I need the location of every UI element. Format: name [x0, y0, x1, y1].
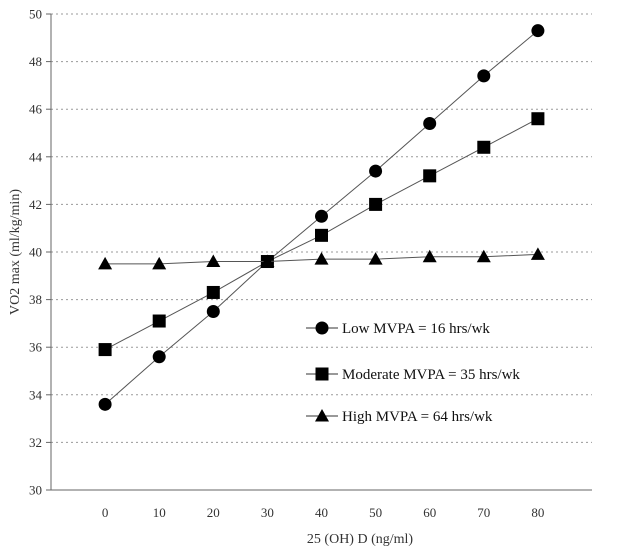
x-tick-label: 10: [153, 505, 166, 520]
series-group: [98, 24, 545, 411]
data-point-square: [98, 343, 112, 357]
y-tick-label: 46: [29, 102, 43, 117]
series-square: [98, 112, 545, 357]
x-tick-label: 80: [531, 505, 544, 520]
data-point-triangle: [530, 247, 545, 260]
data-point-square: [531, 112, 545, 126]
y-tick-label: 32: [29, 435, 42, 450]
data-point-square: [315, 228, 328, 242]
y-tick-label: 36: [29, 340, 43, 355]
legend-label: High MVPA = 64 hrs/wk: [342, 409, 493, 425]
data-point-circle: [315, 209, 328, 223]
data-point-triangle: [422, 249, 437, 263]
x-axis-label: 25 (OH) D (ng/ml): [307, 532, 413, 547]
data-point-triangle: [206, 254, 221, 268]
data-point-circle: [531, 24, 545, 38]
data-point-triangle: [98, 256, 113, 270]
legend-marker-square: [315, 367, 329, 381]
legend-label: Moderate MVPA = 35 hrs/wk: [342, 367, 520, 383]
data-point-square: [423, 169, 437, 183]
data-point-square: [369, 197, 383, 211]
data-point-triangle: [314, 252, 329, 265]
legend-label: Low MVPA = 16 hrs/wk: [342, 321, 490, 337]
legend: Low MVPA = 16 hrs/wk Moderate MVPA = 35 h…: [306, 321, 520, 425]
x-tick-label: 0: [102, 505, 109, 520]
y-tick-label: 42: [29, 197, 42, 212]
series-circle: [98, 24, 545, 411]
data-point-triangle: [260, 254, 275, 268]
y-tick-labels: 30 32 34 36 38 40 42 44 46 48 50: [29, 7, 43, 498]
x-tick-label: 70: [477, 505, 490, 520]
data-point-circle: [369, 164, 383, 178]
data-point-circle: [477, 69, 491, 83]
data-point-triangle: [152, 256, 167, 270]
y-tick-label: 44: [29, 149, 43, 164]
gridlines: [46, 13, 592, 491]
data-point-circle: [152, 350, 166, 364]
y-tick-label: 48: [29, 54, 42, 69]
data-point-square: [152, 314, 166, 328]
legend-marker-circle: [315, 321, 329, 335]
x-tick-label: 50: [369, 505, 382, 520]
y-tick-label: 38: [29, 292, 42, 307]
data-point-square: [206, 285, 220, 299]
data-point-triangle: [476, 249, 491, 263]
y-axis-label: VO2 max (ml/kg/min): [8, 189, 23, 315]
data-point-circle: [98, 397, 112, 411]
data-point-circle: [423, 116, 437, 130]
legend-marker-triangle: [315, 409, 329, 422]
data-point-circle: [206, 305, 220, 318]
y-tick-label: 30: [29, 483, 42, 498]
y-tick-label: 50: [29, 7, 42, 22]
x-tick-label: 30: [261, 505, 274, 520]
series-triangle: [98, 247, 545, 270]
x-tick-labels: 0 10 20 30 40 50 60 70 80: [102, 505, 545, 520]
x-tick-label: 40: [315, 505, 328, 520]
axes: [50, 14, 592, 491]
y-tick-label: 34: [29, 387, 43, 402]
x-tick-label: 60: [423, 505, 436, 520]
x-tick-label: 20: [207, 505, 220, 520]
y-tick-label: 40: [29, 245, 42, 260]
data-point-square: [477, 140, 491, 154]
data-point-triangle: [368, 252, 383, 265]
